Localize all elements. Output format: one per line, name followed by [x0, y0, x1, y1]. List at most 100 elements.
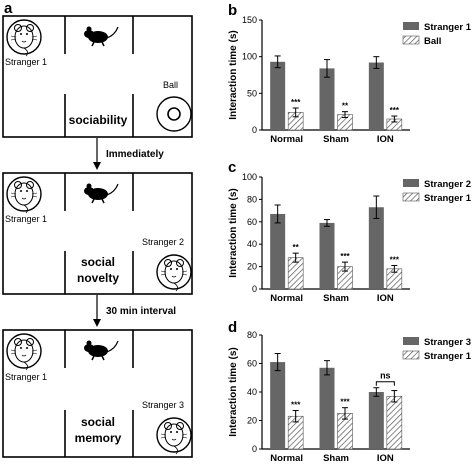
social-label: social [81, 415, 115, 429]
stranger-3-label: Stranger 3 [142, 400, 184, 410]
legend-label: Ball [424, 36, 441, 47]
memory-label: memory [75, 431, 122, 445]
significance-label: *** [340, 398, 350, 407]
y-tick-label: 40 [247, 387, 257, 397]
significance-label: *** [291, 98, 301, 107]
category-label: ION [377, 293, 394, 304]
y-tick-label: 20 [247, 416, 257, 426]
stage-sociability: Stranger 1 sociability Ball [2, 15, 193, 138]
y-axis-label: Interaction time (s) [228, 347, 239, 436]
significance-label: *** [390, 106, 400, 115]
category-label: Normal [270, 453, 303, 464]
category-label: Normal [270, 134, 303, 145]
cage-circle [156, 254, 192, 290]
y-tick-label: 0 [252, 284, 257, 294]
subject-mouse-icon [83, 339, 119, 361]
bar [386, 395, 403, 450]
cage-circle [6, 176, 42, 212]
y-tick-label: 60 [247, 217, 257, 227]
category-label: ION [377, 453, 394, 464]
arrow-immediately: Immediately [93, 138, 164, 170]
category-label: Sham [323, 453, 349, 464]
category-label: Sham [323, 293, 349, 304]
y-tick-label: 100 [242, 52, 257, 62]
bar [319, 367, 335, 449]
legend-swatch [403, 179, 419, 187]
y-tick-label: 80 [247, 330, 257, 340]
bar [270, 362, 286, 449]
ns-bracket [375, 381, 395, 386]
ball-label: Ball [163, 80, 178, 90]
subject-mouse-icon [83, 182, 119, 204]
legend-label: Stranger 1 [424, 193, 472, 204]
novelty-label: novelty [77, 271, 119, 285]
panel-letter-a: a [4, 0, 13, 17]
bar [368, 62, 384, 130]
significance-label: *** [291, 401, 301, 410]
y-axis-label: Interaction time (s) [228, 30, 239, 119]
y-tick-label: 40 [247, 239, 257, 249]
bar [270, 61, 286, 130]
legend-label: Stranger 2 [424, 179, 471, 190]
arrow-label-30-min: 30 min interval [106, 306, 176, 317]
arena-box-3 [2, 329, 193, 458]
arrow-30-min: 30 min interval [93, 295, 176, 327]
bar [270, 213, 286, 289]
y-tick-label: 60 [247, 359, 257, 369]
stranger-2-label: Stranger 2 [142, 237, 184, 247]
significance-label: *** [390, 255, 400, 264]
arrow-label-immediately: Immediately [106, 149, 164, 160]
bar [319, 222, 335, 289]
category-label: Sham [323, 134, 349, 145]
sociability-label: sociability [69, 113, 128, 127]
social-label: social [81, 255, 115, 269]
significance-label: ns [380, 371, 391, 381]
arena-box-2 [2, 172, 193, 295]
category-label: ION [377, 134, 394, 145]
arrow-head-icon [93, 162, 101, 170]
bar [368, 207, 384, 289]
bar [319, 68, 335, 130]
stage-social-novelty: Stranger 1 social novelty Stranger 2 [2, 172, 193, 295]
y-tick-label: 80 [247, 194, 257, 204]
stranger-1-label: Stranger 1 [5, 57, 47, 67]
y-tick-label: 0 [252, 125, 257, 135]
arena-box-1 [2, 15, 193, 138]
legend-swatch [402, 192, 420, 202]
panel-letter-c: c [228, 159, 236, 176]
legend-swatch [402, 35, 420, 45]
legend-label: Stranger 1 [424, 351, 472, 362]
panel-letter-d: d [228, 319, 237, 336]
category-label: Normal [270, 293, 303, 304]
arrow-head-icon [93, 319, 101, 327]
legend-swatch [403, 337, 419, 345]
significance-label: *** [340, 252, 350, 261]
cage-circle [6, 333, 42, 369]
y-tick-label: 100 [242, 172, 257, 182]
y-axis-label: Interaction time (s) [228, 188, 239, 277]
subject-mouse-icon [83, 25, 119, 47]
cage-circle [156, 417, 192, 453]
y-tick-label: 0 [252, 444, 257, 454]
legend-label: Stranger 3 [424, 337, 471, 348]
y-tick-label: 50 [247, 88, 257, 98]
stranger-1-label: Stranger 1 [5, 214, 47, 224]
chart-d: 0 20 40 60 80 Interaction time (s) *** Normal **… [228, 330, 472, 464]
bar [368, 392, 384, 449]
y-tick-label: 150 [242, 15, 257, 25]
significance-label: ** [293, 243, 300, 252]
y-tick-label: 20 [247, 262, 257, 272]
stage-social-memory: Stranger 1 social memory Stranger 3 [2, 329, 193, 458]
legend-label: Stranger 1 [424, 22, 472, 33]
stranger-1-label: Stranger 1 [5, 372, 47, 382]
ball-icon [167, 107, 181, 121]
legend-swatch [402, 350, 420, 360]
panel-letter-b: b [228, 2, 237, 19]
legend-swatch [403, 22, 419, 30]
cage-circle [156, 96, 192, 132]
significance-label: ** [342, 102, 349, 111]
cage-circle [6, 19, 42, 55]
